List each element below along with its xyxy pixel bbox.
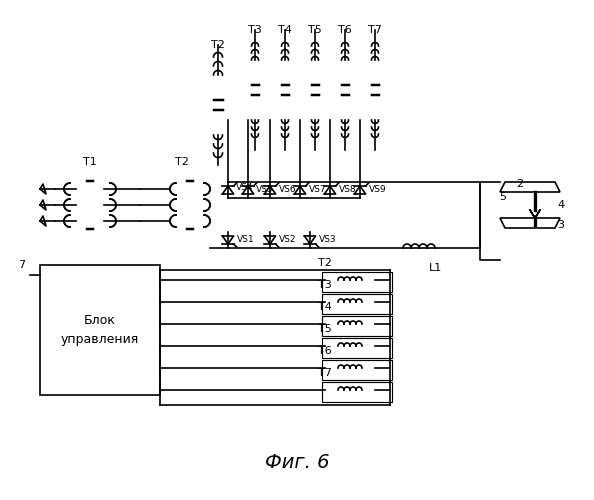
Text: T2: T2: [318, 258, 332, 268]
Text: Фиг. 6: Фиг. 6: [265, 453, 329, 472]
Bar: [322, 382, 392, 402]
Text: T7: T7: [368, 25, 382, 35]
Text: Блок: Блок: [84, 314, 116, 326]
Text: T4: T4: [318, 302, 332, 312]
Text: VS5: VS5: [256, 186, 274, 194]
Text: T5: T5: [308, 25, 322, 35]
Text: L1: L1: [428, 263, 441, 273]
Text: VS6: VS6: [279, 186, 296, 194]
Text: 5: 5: [500, 192, 507, 202]
Text: T1: T1: [83, 157, 97, 167]
Bar: [322, 272, 392, 292]
Text: T6: T6: [338, 25, 352, 35]
Bar: [40, 265, 160, 395]
Text: T7: T7: [318, 368, 332, 378]
Text: T2: T2: [211, 40, 225, 50]
Text: VS4: VS4: [236, 182, 254, 192]
Text: VS8: VS8: [339, 186, 356, 194]
Text: VS9: VS9: [369, 186, 387, 194]
Text: управления: управления: [61, 334, 139, 346]
Text: 7: 7: [18, 260, 25, 270]
Bar: [322, 294, 392, 314]
Text: T2: T2: [175, 157, 189, 167]
Text: T3: T3: [318, 280, 332, 290]
Text: VS2: VS2: [279, 236, 296, 244]
Text: T6: T6: [318, 346, 332, 356]
Text: VS3: VS3: [319, 236, 337, 244]
Text: T5: T5: [318, 324, 332, 334]
Bar: [322, 360, 392, 380]
Text: 3: 3: [558, 220, 564, 230]
Text: 4: 4: [557, 200, 564, 210]
Text: T3: T3: [248, 25, 262, 35]
Text: T4: T4: [278, 25, 292, 35]
Text: VS1: VS1: [237, 236, 255, 244]
Bar: [322, 316, 392, 336]
Text: 2: 2: [516, 179, 523, 189]
Text: VS7: VS7: [309, 186, 327, 194]
Bar: [322, 338, 392, 358]
